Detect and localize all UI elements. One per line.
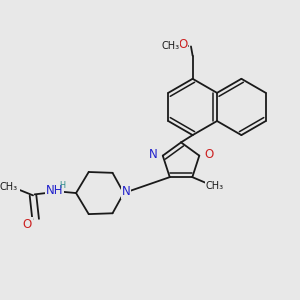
Text: CH₃: CH₃ — [161, 41, 179, 51]
Text: CH₃: CH₃ — [205, 181, 223, 191]
Text: H: H — [60, 181, 66, 190]
Text: O: O — [23, 218, 32, 231]
Text: O: O — [178, 38, 187, 51]
Text: CH₃: CH₃ — [0, 182, 18, 192]
Text: NH: NH — [45, 184, 63, 196]
Text: O: O — [204, 148, 213, 161]
Text: N: N — [149, 148, 158, 161]
Text: N: N — [122, 185, 131, 198]
